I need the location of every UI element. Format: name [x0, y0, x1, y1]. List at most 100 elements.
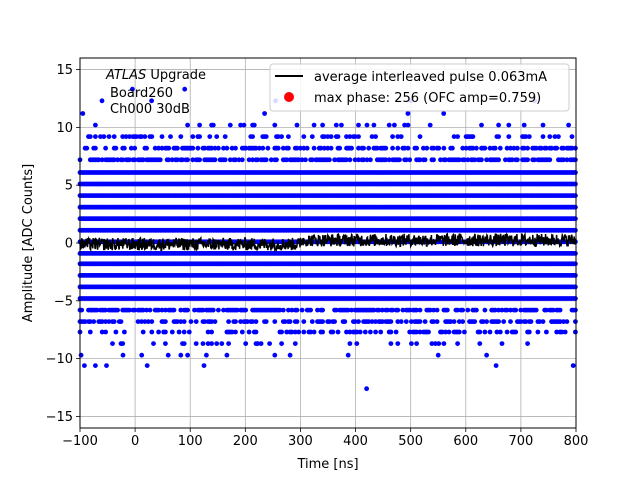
- scatter-point: [272, 352, 278, 358]
- scatter-point: [506, 122, 512, 128]
- scatter-point-outlier: [120, 352, 126, 358]
- scatter-point: [99, 319, 105, 324]
- x-tick-label: 600: [453, 434, 478, 449]
- scatter-point: [390, 134, 395, 140]
- scatter-point: [373, 319, 378, 324]
- scatter-point: [320, 122, 325, 128]
- scatter-point: [564, 319, 570, 324]
- scatter-point: [238, 319, 244, 324]
- scatter-point: [537, 319, 542, 324]
- scatter-point: [139, 319, 144, 324]
- scatter-point: [292, 329, 298, 335]
- scatter-point: [566, 122, 571, 128]
- scatter-point: [373, 329, 378, 335]
- scatter-point-outlier: [139, 352, 145, 358]
- scatter-point: [424, 145, 430, 151]
- scatter-point: [294, 319, 300, 324]
- scatter-point: [157, 157, 163, 163]
- scatter-point: [385, 307, 390, 313]
- scatter-point: [573, 145, 578, 151]
- scatter-point-outlier: [78, 352, 84, 358]
- scatter-point: [258, 341, 264, 346]
- scatter-point: [224, 352, 230, 358]
- scatter-point: [178, 319, 184, 324]
- scatter-point: [356, 122, 361, 128]
- scatter-point: [103, 329, 108, 335]
- scatter-point-outlier: [80, 111, 86, 116]
- scatter-point: [540, 134, 546, 140]
- scatter-point: [202, 319, 208, 324]
- scatter-point: [87, 329, 93, 335]
- scatter-point: [496, 134, 501, 140]
- scatter-point: [327, 157, 332, 163]
- scatter-point-outlier: [435, 352, 441, 358]
- scatter-point: [496, 307, 501, 313]
- scatter-point: [279, 329, 284, 335]
- scatter-point: [222, 134, 228, 140]
- scatter-point: [224, 145, 230, 151]
- x-tick-label: 500: [398, 434, 423, 449]
- scatter-point: [216, 307, 221, 313]
- scatter-point: [140, 329, 146, 335]
- scatter-point: [347, 157, 353, 163]
- scatter-point: [233, 145, 238, 151]
- scatter-point: [294, 122, 300, 128]
- scatter-point: [229, 329, 235, 335]
- scatter-point: [345, 352, 351, 358]
- scatter-point: [140, 307, 146, 313]
- y-axis-label: Amplitude [ADC Counts]: [21, 164, 36, 322]
- scatter-point: [149, 134, 155, 140]
- scatter-point: [518, 307, 524, 313]
- scatter-point: [573, 204, 578, 210]
- scatter-point: [347, 329, 353, 335]
- scatter-point: [263, 319, 269, 324]
- scatter-point: [501, 319, 507, 324]
- scatter-point: [388, 319, 394, 324]
- scatter-point: [103, 145, 108, 151]
- scatter-point: [144, 145, 150, 151]
- scatter-point: [496, 319, 501, 324]
- scatter-point: [309, 134, 315, 140]
- scatter-point: [496, 157, 501, 163]
- scatter-point: [497, 145, 503, 151]
- scatter-point: [205, 329, 211, 335]
- scatter-point: [429, 341, 435, 346]
- scatter-point: [144, 307, 150, 313]
- scatter-point: [540, 319, 546, 324]
- scatter-point: [378, 329, 384, 335]
- scatter-point: [484, 319, 489, 324]
- scatter-point: [344, 329, 349, 335]
- scatter-point: [328, 134, 334, 140]
- scatter-point: [286, 134, 291, 140]
- scatter-point: [342, 319, 348, 324]
- scatter-point: [209, 329, 215, 335]
- scatter-point: [181, 329, 187, 335]
- scatter-point: [526, 329, 532, 335]
- y-tick-label: 10: [56, 121, 73, 136]
- scatter-point: [482, 145, 488, 151]
- scatter-point: [513, 307, 519, 313]
- scatter-point: [255, 341, 261, 346]
- scatter-point: [480, 319, 486, 324]
- scatter-point: [390, 145, 395, 151]
- scatter-point: [193, 319, 199, 324]
- scatter-point: [455, 307, 460, 313]
- scatter-point: [327, 319, 332, 324]
- scatter-point: [386, 122, 392, 128]
- scatter-point: [573, 319, 578, 324]
- scatter-point: [185, 157, 191, 163]
- scatter-point: [515, 145, 520, 151]
- scatter-point: [369, 319, 375, 324]
- y-tick-label: −10: [46, 352, 73, 367]
- scatter-point: [333, 122, 339, 128]
- scatter-point: [422, 157, 428, 163]
- scatter-point: [525, 341, 530, 346]
- scatter-point: [479, 122, 484, 128]
- scatter-point: [470, 134, 476, 140]
- scatter-point: [352, 319, 358, 324]
- scatter-point: [197, 134, 203, 140]
- scatter-point: [479, 157, 484, 163]
- scatter-point: [441, 341, 447, 346]
- scatter-point-outlier: [201, 363, 207, 368]
- scatter-point: [371, 122, 377, 128]
